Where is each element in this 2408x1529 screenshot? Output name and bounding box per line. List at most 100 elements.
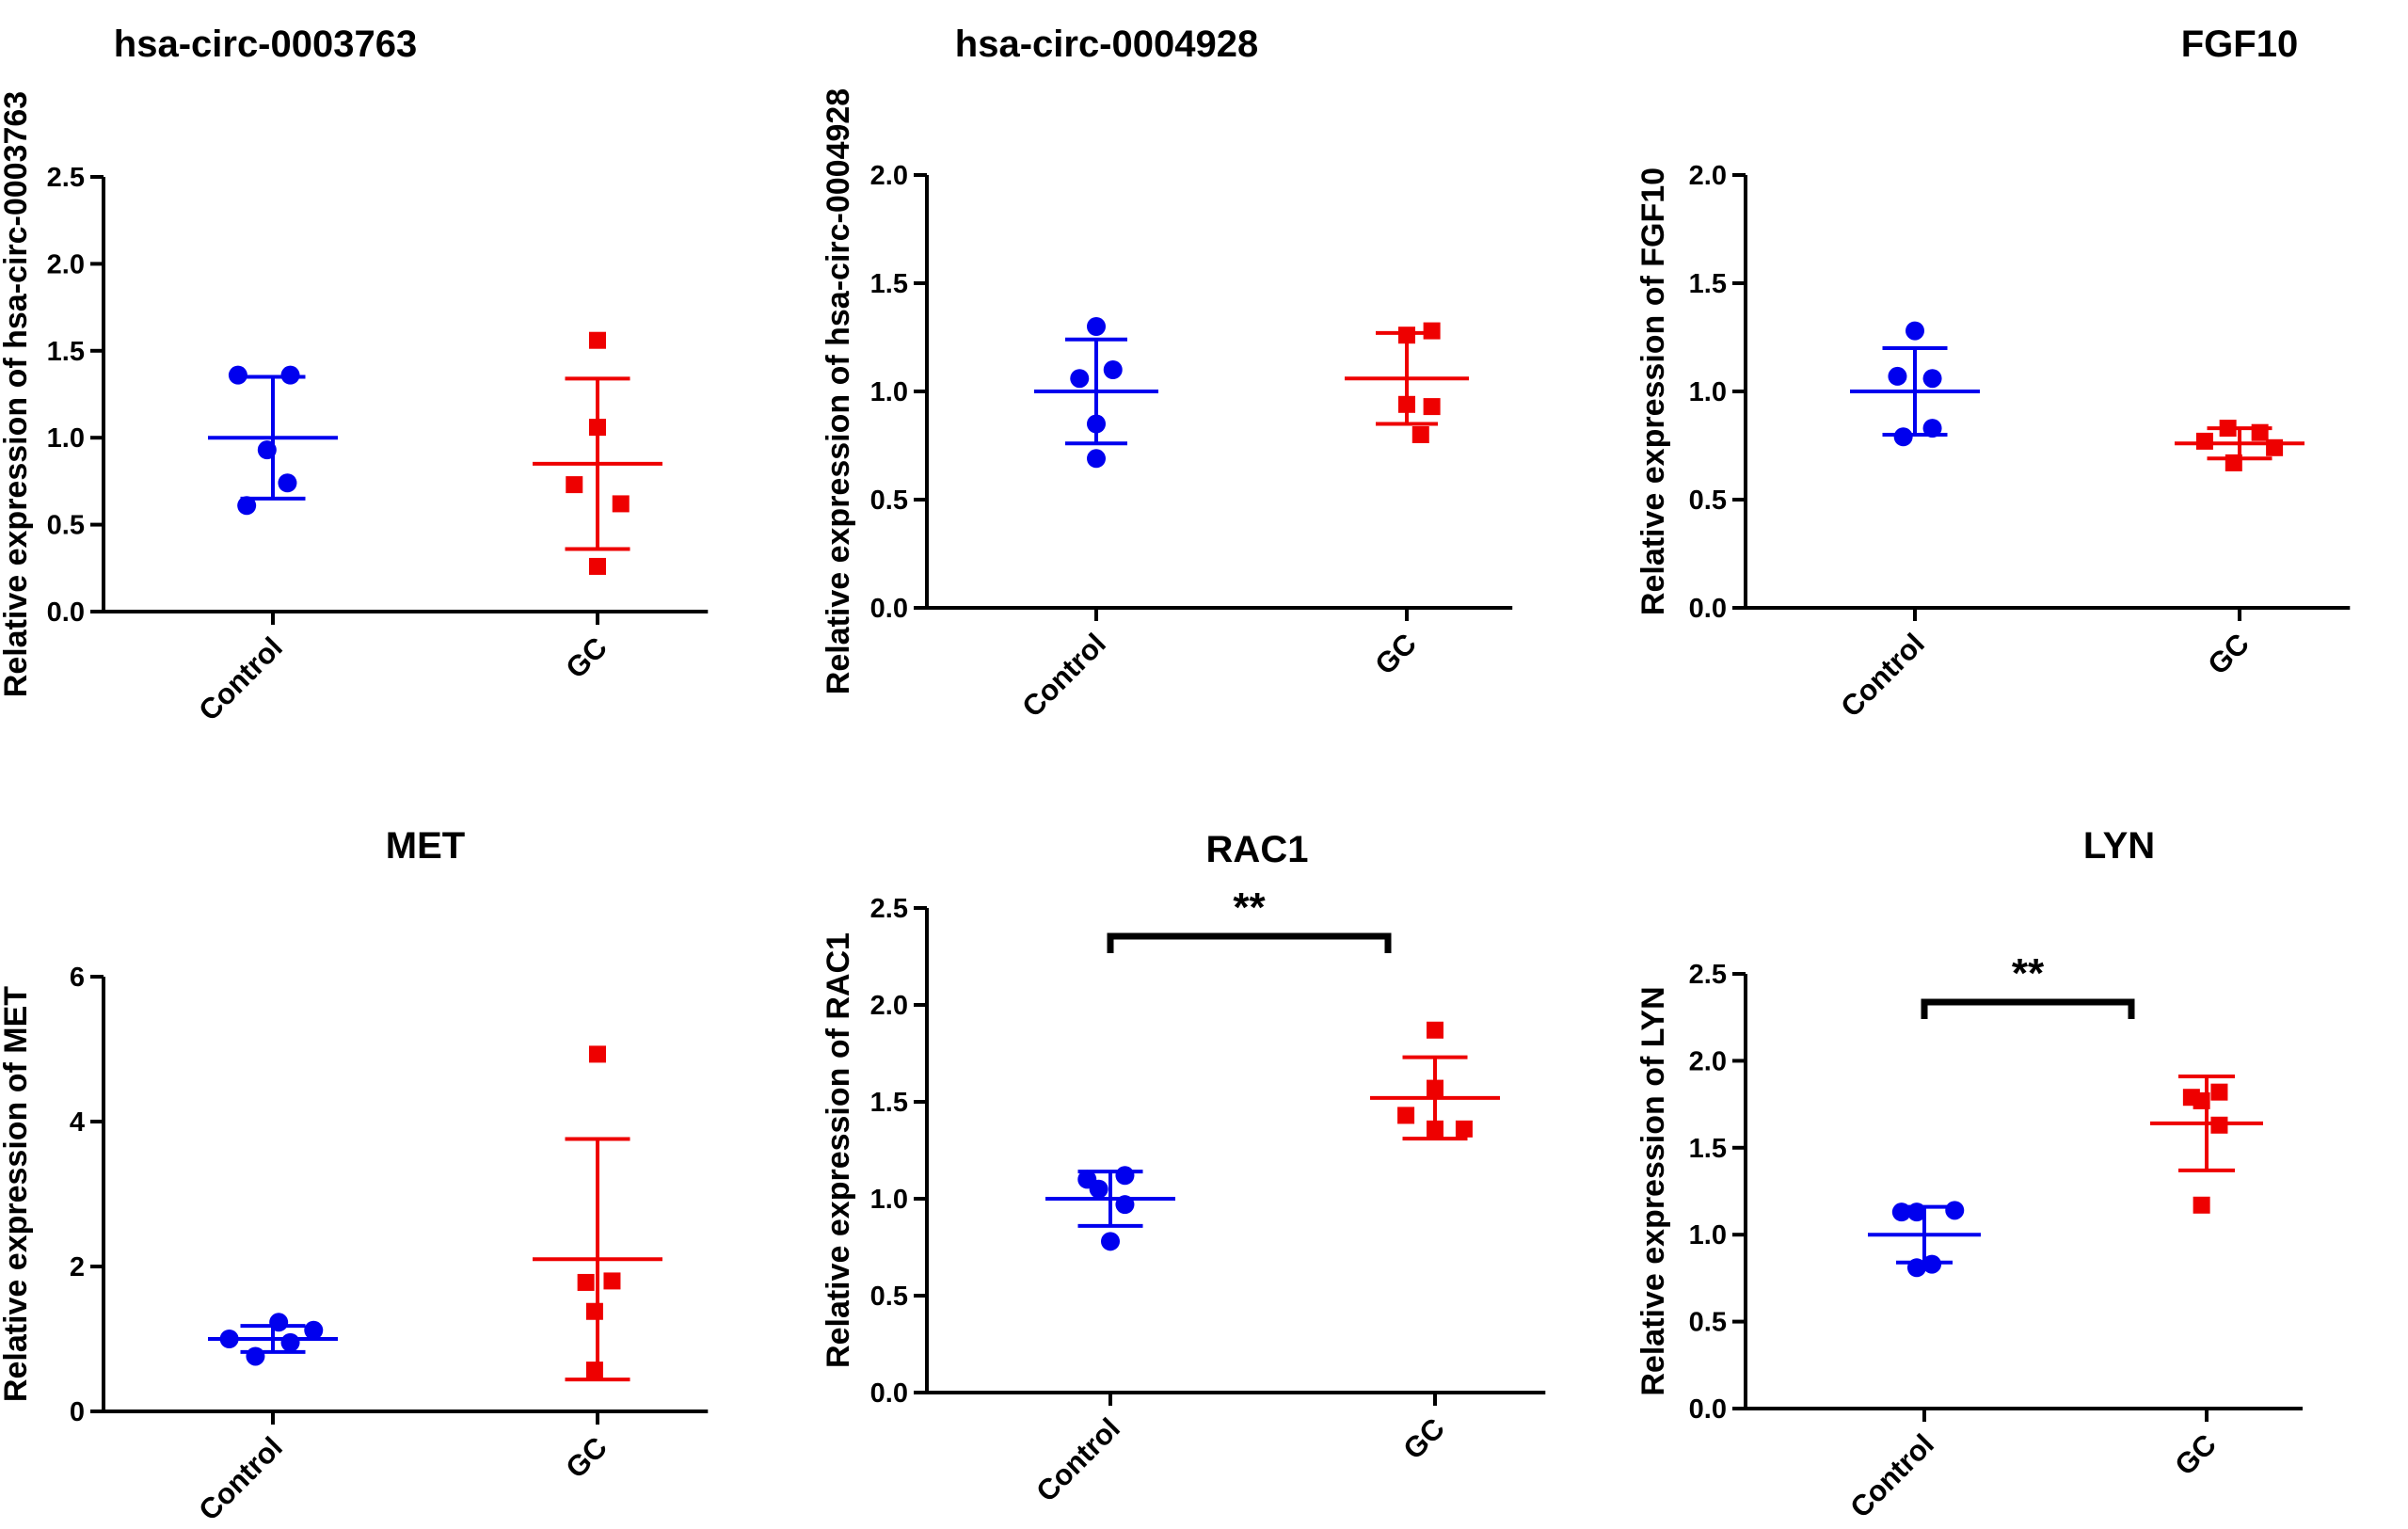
y-axis-label: Relative expression of LYN xyxy=(1635,986,1671,1395)
y-axis-label: Relative expression of FGF10 xyxy=(1635,167,1671,615)
data-point-control xyxy=(1115,1195,1135,1215)
x-category-label: GC xyxy=(559,630,614,685)
data-point-control xyxy=(246,1346,265,1366)
data-point-gc xyxy=(589,557,606,575)
x-category-label: GC xyxy=(1368,627,1423,681)
y-tick-label: 2.0 xyxy=(1689,161,1727,191)
data-point-control xyxy=(1906,321,1924,341)
y-tick-label: 1.0 xyxy=(1689,1220,1727,1250)
data-point-control xyxy=(278,473,297,493)
chart-title: LYN xyxy=(2083,825,2155,867)
y-tick-label: 2.0 xyxy=(870,991,908,1021)
data-point-control xyxy=(1115,1166,1135,1186)
y-tick-label: 0 xyxy=(70,1397,85,1427)
data-point-control xyxy=(1906,1202,1926,1222)
x-category-label: GC xyxy=(559,1430,614,1485)
data-point-gc xyxy=(1411,426,1429,443)
data-point-control xyxy=(1087,317,1106,336)
y-tick-label: 0.0 xyxy=(47,597,85,628)
data-point-control xyxy=(1922,419,1942,438)
x-category-label: Control xyxy=(1843,1427,1940,1524)
chart-panel-5: RAC1 Relative expression of RAC1 0.0 0.5 1.0… xyxy=(821,829,1546,1508)
x-category-label: Control xyxy=(1029,1411,1126,1508)
y-tick-label: 2.0 xyxy=(1689,1046,1727,1076)
data-point-control xyxy=(237,496,257,516)
data-point-gc xyxy=(2251,423,2269,441)
chart-panel-4: MET Relative expression of MET 0 2 4 6 Control… xyxy=(0,825,709,1527)
data-point-gc xyxy=(1427,1021,1443,1039)
significance-label: ** xyxy=(2012,950,2045,996)
x-category-label: GC xyxy=(2201,627,2256,681)
chart-panel-3: FGF10 Relative expression of FGF10 0.0 0.5 1… xyxy=(1635,24,2351,724)
y-tick-label: 1.0 xyxy=(1689,377,1727,407)
data-point-control xyxy=(1945,1201,1965,1220)
chart-title: hsa-circ-0004928 xyxy=(955,24,1258,65)
data-point-control xyxy=(1089,1179,1108,1199)
chart-panel-1: hsa-circ-0003763 Relative expression of h… xyxy=(0,24,709,727)
x-category-label: GC xyxy=(2168,1427,2223,1482)
y-tick-label: 4 xyxy=(70,1107,85,1138)
x-category-label: Control xyxy=(1834,627,1931,724)
data-point-gc xyxy=(2210,1083,2228,1101)
data-point-control xyxy=(1087,449,1106,469)
y-tick-label: 2.5 xyxy=(1689,960,1727,990)
chart-panel-2: hsa-circ-0004928 Relative expression of h… xyxy=(821,24,1513,724)
y-tick-label: 1.5 xyxy=(870,1088,908,1118)
data-point-control xyxy=(1087,414,1106,434)
data-point-gc xyxy=(585,1302,603,1320)
chart-title: RAC1 xyxy=(1206,829,1309,870)
y-tick-label: 2.0 xyxy=(47,249,85,279)
data-point-control xyxy=(1922,369,1942,389)
y-tick-label: 1.0 xyxy=(870,1185,908,1215)
data-point-control xyxy=(257,440,277,460)
y-tick-label: 0.5 xyxy=(1689,1308,1727,1338)
chart-title: MET xyxy=(386,825,465,867)
data-point-control xyxy=(304,1320,324,1340)
data-point-control xyxy=(1906,1258,1926,1278)
y-tick-label: 1.5 xyxy=(870,269,908,299)
data-point-control xyxy=(1893,427,1913,447)
chart-panel-6: LYN Relative expression of LYN 0.0 0.5 1.0 1.… xyxy=(1635,825,2303,1524)
data-point-gc xyxy=(2266,438,2284,456)
data-point-gc xyxy=(2219,420,2237,438)
chart-title: FGF10 xyxy=(2181,24,2298,65)
data-point-gc xyxy=(2225,454,2242,471)
y-axis-label: Relative expression of RAC1 xyxy=(821,932,856,1368)
y-tick-label: 2.5 xyxy=(870,894,908,924)
data-point-gc xyxy=(1427,1079,1443,1097)
y-tick-label: 0.0 xyxy=(870,594,908,624)
y-tick-label: 2 xyxy=(70,1252,85,1282)
data-point-gc xyxy=(612,495,630,513)
data-point-gc xyxy=(1398,395,1415,413)
data-point-control xyxy=(280,365,300,385)
data-point-control xyxy=(1070,369,1090,389)
significance-bracket xyxy=(1921,998,2135,1019)
data-point-gc xyxy=(1455,1120,1473,1138)
y-tick-label: 0.5 xyxy=(47,511,85,541)
y-tick-label: 1.0 xyxy=(47,423,85,454)
y-tick-label: 1.5 xyxy=(47,337,85,367)
y-tick-label: 0.0 xyxy=(870,1378,908,1409)
y-tick-label: 0.5 xyxy=(1689,486,1727,516)
x-category-label: GC xyxy=(1396,1411,1451,1466)
y-axis-label: Relative expression of hsa-circ-0004928 xyxy=(821,88,856,694)
y-tick-label: 2.5 xyxy=(47,163,85,193)
x-category-label: Control xyxy=(192,1430,289,1527)
y-axis-label: Relative expression of hsa-circ-0003763 xyxy=(0,91,34,697)
data-point-gc xyxy=(1423,398,1441,416)
significance-label: ** xyxy=(1233,884,1266,931)
y-tick-label: 0.5 xyxy=(870,1282,908,1312)
x-category-label: Control xyxy=(1015,627,1112,724)
data-point-gc xyxy=(566,476,583,494)
data-point-control xyxy=(1922,1254,1942,1274)
data-point-gc xyxy=(585,1362,603,1379)
data-point-gc xyxy=(577,1273,595,1291)
data-point-control xyxy=(1103,360,1123,379)
y-tick-label: 6 xyxy=(70,963,85,993)
y-tick-label: 1.5 xyxy=(1689,269,1727,299)
data-point-control xyxy=(269,1313,289,1332)
y-tick-label: 0.0 xyxy=(1689,594,1727,624)
data-point-gc xyxy=(589,331,606,349)
data-point-gc xyxy=(2210,1116,2228,1134)
data-point-control xyxy=(1891,1202,1911,1222)
